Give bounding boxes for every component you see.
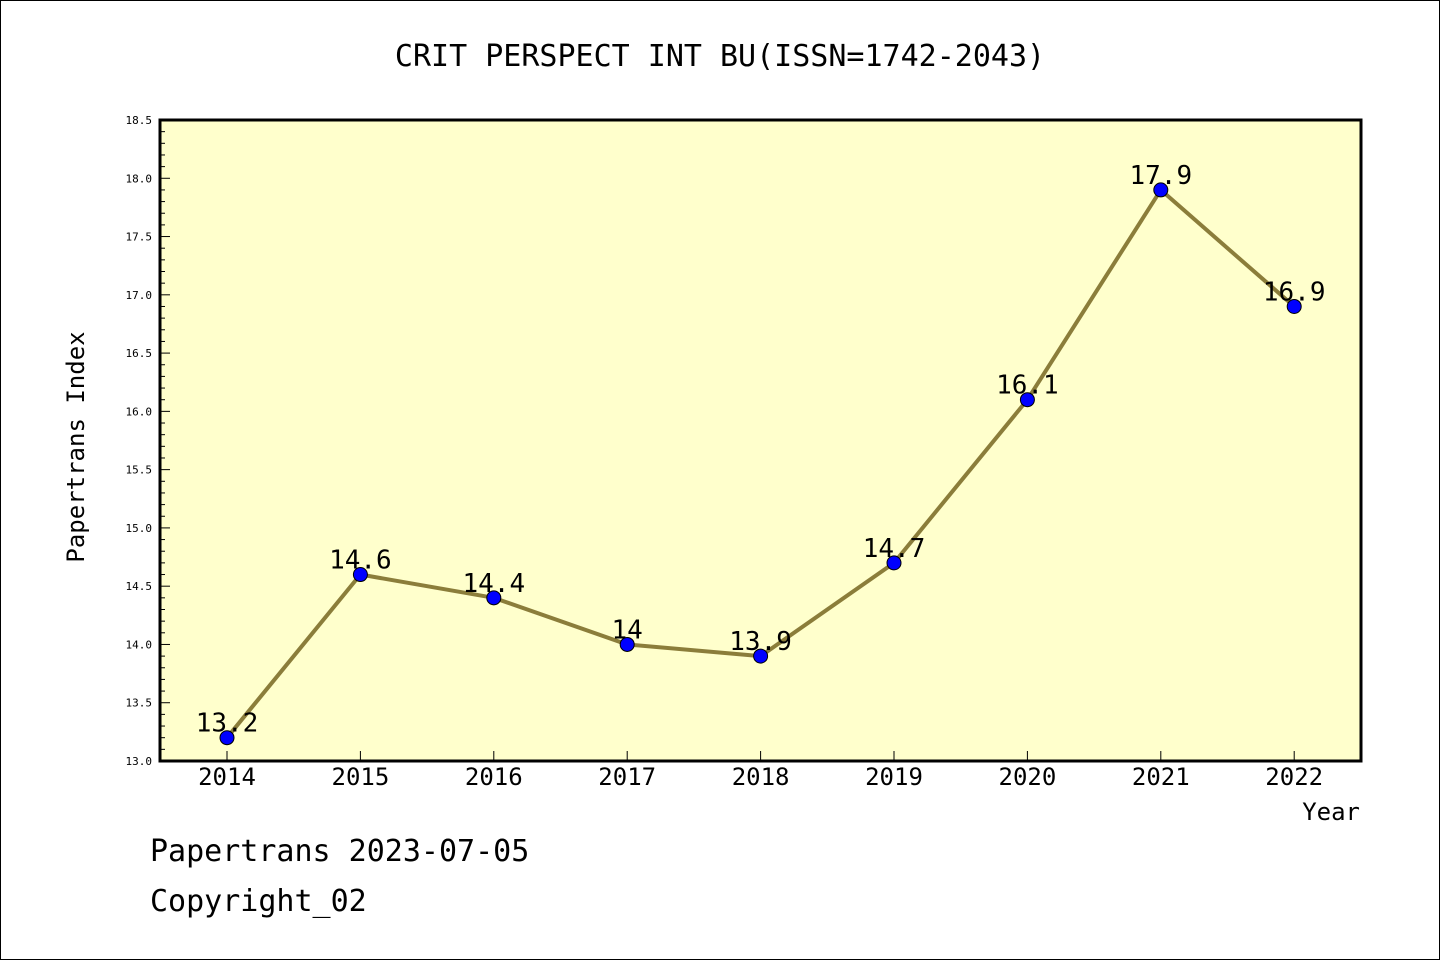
data-label: 16.9: [1263, 277, 1326, 307]
y-tick-label: 17.0: [126, 289, 153, 302]
footer-copyright: Copyright_02: [150, 884, 367, 919]
y-tick-label: 13.0: [126, 755, 153, 768]
y-tick-label: 15.5: [126, 464, 153, 477]
x-axis: 2014 2015 2016 2017 2018 2019 2020 2021 2022: [198, 751, 1323, 791]
data-point: [1019, 392, 1035, 408]
data-point: [753, 648, 769, 664]
data-point: [886, 555, 902, 571]
x-tick-label: 2018: [732, 763, 790, 791]
data-label: 17.9: [1129, 161, 1192, 191]
y-axis-label: Papertrans Index: [62, 331, 90, 562]
data-label: 14.4: [462, 569, 525, 599]
footer-date: Papertrans 2023-07-05: [150, 834, 530, 869]
data-label: 13.9: [729, 627, 792, 657]
x-tick-label: 2022: [1265, 763, 1323, 791]
data-point: [219, 730, 235, 746]
chart-title: CRIT PERSPECT INT BU(ISSN=1742-2043): [395, 39, 1045, 74]
x-tick-label: 2021: [1132, 763, 1190, 791]
x-tick-label: 2016: [465, 763, 523, 791]
data-label: 14: [612, 615, 643, 645]
y-tick-label: 16.0: [126, 405, 153, 418]
x-tick-label: 2019: [865, 763, 923, 791]
data-label: 16.1: [996, 371, 1059, 401]
data-point: [352, 567, 368, 583]
data-label: 13.2: [196, 709, 259, 739]
x-tick-label: 2017: [598, 763, 656, 791]
data-point: [486, 590, 502, 606]
data-label: 14.7: [863, 534, 926, 564]
plot-area: [160, 120, 1361, 761]
x-tick-label: 2020: [999, 763, 1057, 791]
data-points: [219, 182, 1302, 746]
data-labels: 13.2 14.6 14.4 14 13.9 14.7 16.1 17.9 16.9: [196, 161, 1326, 739]
x-axis-label: Year: [1302, 798, 1360, 826]
x-tick-label: 2014: [198, 763, 256, 791]
data-point: [1153, 182, 1169, 198]
y-tick-label: 14.0: [126, 638, 153, 651]
data-point: [1286, 298, 1302, 314]
y-tick-label: 14.5: [126, 580, 153, 593]
y-tick-label: 17.5: [126, 231, 153, 244]
x-tick-label: 2015: [332, 763, 390, 791]
y-tick-label: 13.5: [126, 697, 153, 710]
y-tick-label: 18.5: [126, 114, 153, 127]
data-point: [619, 636, 635, 652]
data-label: 14.6: [329, 546, 392, 576]
y-axis: 13.0 13.5 14.0 14.5 15.0 15.5 16.0 16.5 17.0 17.5…: [126, 114, 170, 768]
y-tick-label: 18.0: [126, 172, 153, 185]
y-tick-label: 16.5: [126, 347, 153, 360]
plot-border: [158, 118, 1363, 763]
y-tick-label: 15.0: [126, 522, 153, 535]
